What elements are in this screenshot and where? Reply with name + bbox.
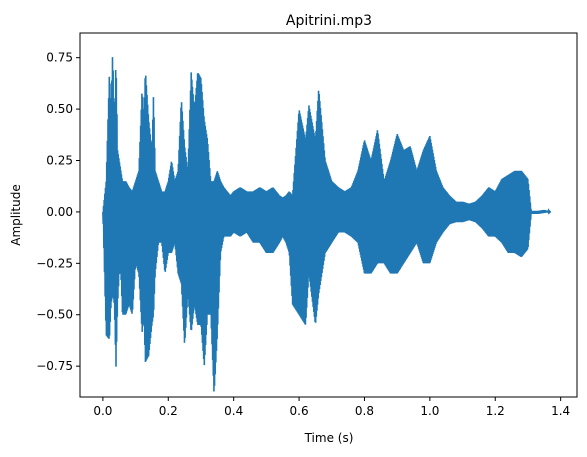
x-tick-label: 0.2 (159, 404, 178, 418)
chart-title: Apitrini.mp3 (286, 13, 372, 29)
axes-frame (79, 32, 578, 398)
x-tick-label: 0.0 (93, 404, 112, 418)
x-axis-label: Time (s) (304, 431, 354, 445)
waveform-series-line (102, 57, 552, 392)
x-tick-label: 1.0 (420, 404, 439, 418)
x-axis-ticks: 0.0 0.2 0.4 0.6 0.8 1.0 1.2 1.4 (93, 397, 570, 418)
y-tick-label: 0.50 (46, 102, 73, 116)
plot-area (102, 57, 552, 392)
y-axis-label: Amplitude (9, 184, 23, 246)
y-tick-label: −0.75 (36, 359, 73, 373)
y-tick-label: −0.25 (36, 256, 73, 270)
x-tick-label: 0.8 (355, 404, 374, 418)
x-tick-label: 1.2 (486, 404, 505, 418)
x-tick-label: 1.4 (551, 404, 570, 418)
y-axis-ticks: −0.75 −0.50 −0.25 0.00 0.25 0.50 0.75 (36, 51, 80, 373)
y-tick-label: 0.75 (46, 51, 73, 65)
y-tick-label: 0.00 (46, 205, 73, 219)
x-tick-label: 0.4 (224, 404, 243, 418)
y-tick-label: −0.50 (36, 308, 73, 322)
x-tick-label: 0.6 (290, 404, 309, 418)
y-tick-label: 0.25 (46, 154, 73, 168)
